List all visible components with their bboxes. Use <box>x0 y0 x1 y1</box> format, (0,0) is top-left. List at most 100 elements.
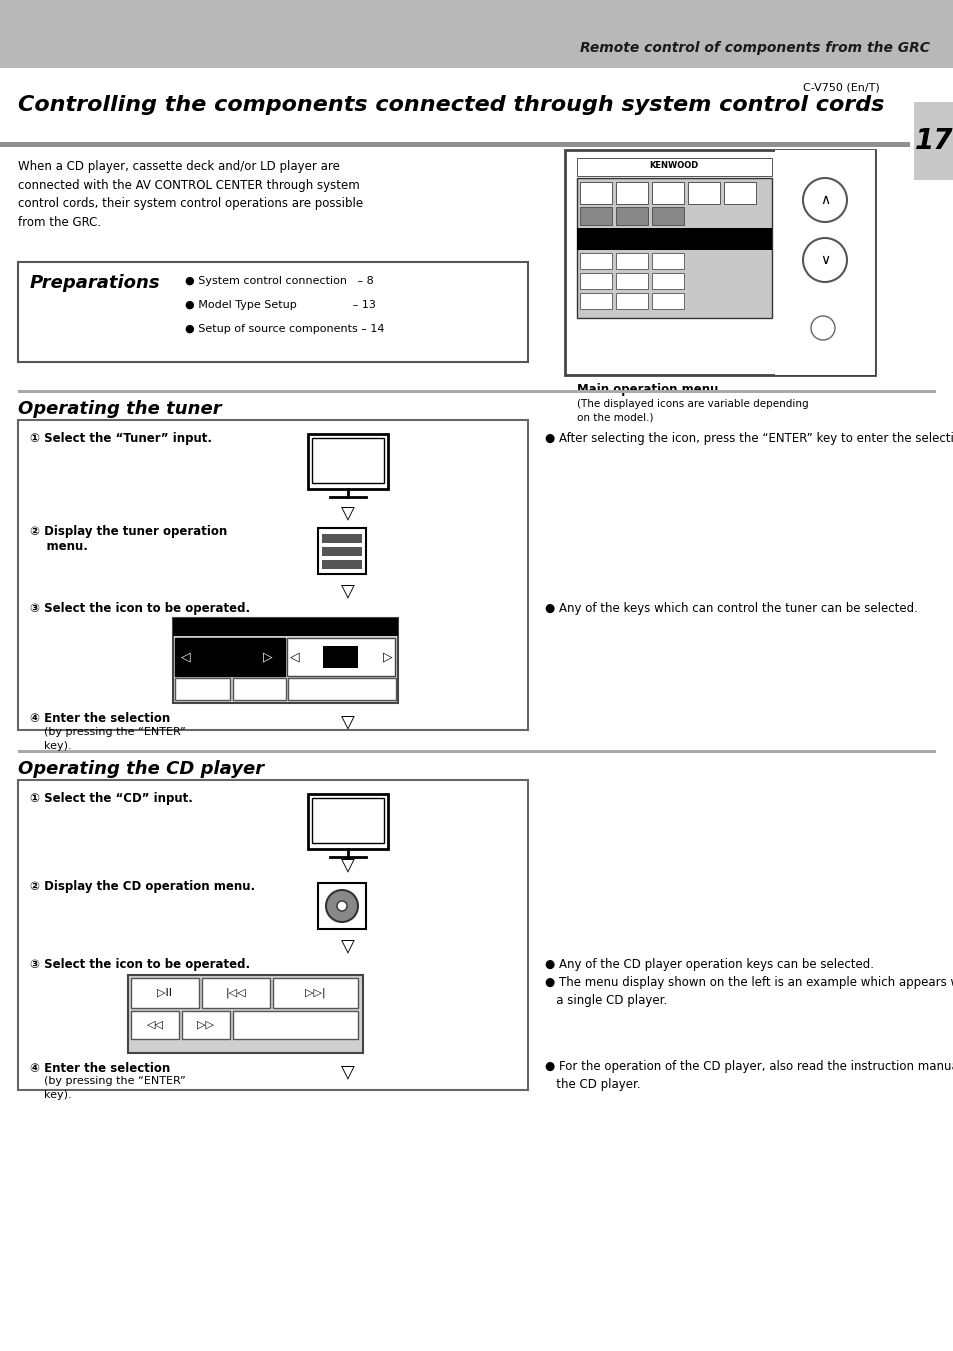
Text: ③ Select the icon to be operated.: ③ Select the icon to be operated. <box>30 958 250 971</box>
Bar <box>579 293 612 309</box>
Text: ● Setup of source components – 14: ● Setup of source components – 14 <box>185 324 384 334</box>
Text: ④ Enter the selection: ④ Enter the selection <box>30 1062 170 1075</box>
Text: menu.: menu. <box>30 540 88 553</box>
Bar <box>579 253 612 269</box>
Bar <box>174 678 230 700</box>
Bar <box>18 750 935 753</box>
Circle shape <box>810 316 834 340</box>
Text: Controlling the components connected through system control cords: Controlling the components connected thr… <box>18 95 883 115</box>
Text: ◁: ◁ <box>290 650 299 663</box>
Text: key).: key). <box>30 1090 71 1100</box>
Text: ④ Enter the selection: ④ Enter the selection <box>30 712 170 725</box>
Bar <box>579 207 612 226</box>
Bar <box>616 207 647 226</box>
Text: ▷▷|: ▷▷| <box>304 988 325 998</box>
Text: ● Model Type Setup                – 13: ● Model Type Setup – 13 <box>185 300 375 309</box>
Text: Remote control of components from the GRC: Remote control of components from the GR… <box>579 41 929 55</box>
Bar <box>182 1011 230 1039</box>
Bar <box>616 293 647 309</box>
Text: ◁◁: ◁◁ <box>147 1020 163 1029</box>
Bar <box>18 780 527 1090</box>
Bar <box>317 884 366 929</box>
Text: Operating the CD player: Operating the CD player <box>18 761 264 778</box>
Bar <box>288 678 395 700</box>
Bar <box>579 182 612 204</box>
Text: ◁: ◁ <box>181 650 191 663</box>
Bar <box>322 534 361 543</box>
Bar <box>651 273 683 289</box>
Bar <box>616 273 647 289</box>
Text: (The displayed icons are variable depending
on the model.): (The displayed icons are variable depend… <box>577 399 808 423</box>
Circle shape <box>326 890 357 921</box>
Bar <box>579 273 612 289</box>
Bar <box>616 253 647 269</box>
Bar <box>312 798 384 843</box>
Bar <box>323 646 357 667</box>
Circle shape <box>802 178 846 222</box>
Text: |◁◁: |◁◁ <box>226 988 246 998</box>
Bar <box>577 228 771 250</box>
Text: KENWOOD: KENWOOD <box>649 161 698 170</box>
Text: (by pressing the “ENTER”: (by pressing the “ENTER” <box>30 727 186 738</box>
Text: C-V750 (En/T): C-V750 (En/T) <box>802 82 879 92</box>
Text: ▷: ▷ <box>263 650 273 663</box>
Text: ▽: ▽ <box>341 713 355 731</box>
Text: ▷II: ▷II <box>157 988 172 998</box>
Text: ● Any of the keys which can control the tuner can be selected.: ● Any of the keys which can control the … <box>544 603 917 615</box>
Text: Main operation menu: Main operation menu <box>577 382 718 396</box>
Text: ▷▷: ▷▷ <box>197 1020 214 1029</box>
Bar <box>317 528 366 574</box>
Bar <box>18 390 935 393</box>
Text: ▽: ▽ <box>341 582 355 600</box>
Text: ▽: ▽ <box>341 938 355 955</box>
Text: ● The menu display shown on the left is an example which appears with
   a singl: ● The menu display shown on the left is … <box>544 975 953 1006</box>
Text: ▽: ▽ <box>341 857 355 874</box>
Text: ① Select the “Tuner” input.: ① Select the “Tuner” input. <box>30 432 212 444</box>
Bar <box>174 638 285 676</box>
Text: ② Display the tuner operation: ② Display the tuner operation <box>30 526 227 538</box>
Text: (by pressing the “ENTER”: (by pressing the “ENTER” <box>30 1075 186 1086</box>
Text: ③ Select the icon to be operated.: ③ Select the icon to be operated. <box>30 603 250 615</box>
Bar <box>913 101 953 180</box>
Bar <box>322 547 361 557</box>
Bar <box>18 262 527 362</box>
Bar <box>233 678 286 700</box>
Bar <box>202 978 270 1008</box>
Bar <box>172 617 397 636</box>
Bar <box>577 178 771 317</box>
Bar <box>774 150 874 376</box>
Bar <box>312 438 384 484</box>
Bar <box>233 1011 357 1039</box>
Bar <box>651 207 683 226</box>
Text: ● System control connection   – 8: ● System control connection – 8 <box>185 276 374 286</box>
Text: ● Any of the CD player operation keys can be selected.: ● Any of the CD player operation keys ca… <box>544 958 873 971</box>
Text: Operating the tuner: Operating the tuner <box>18 400 221 417</box>
Bar <box>128 975 363 1052</box>
Text: ① Select the “CD” input.: ① Select the “CD” input. <box>30 792 193 805</box>
Bar <box>131 1011 179 1039</box>
Bar <box>273 978 357 1008</box>
Text: ▷: ▷ <box>383 650 393 663</box>
Bar <box>651 293 683 309</box>
Bar <box>651 253 683 269</box>
Bar <box>131 978 199 1008</box>
Circle shape <box>802 238 846 282</box>
Text: key).: key). <box>30 740 71 751</box>
Bar <box>723 182 755 204</box>
Bar <box>287 638 395 676</box>
Text: ∧: ∧ <box>819 193 829 207</box>
Bar <box>0 142 909 147</box>
Text: ▽: ▽ <box>341 504 355 521</box>
Text: When a CD player, cassette deck and/or LD player are
connected with the AV CONTR: When a CD player, cassette deck and/or L… <box>18 159 363 228</box>
Bar <box>651 182 683 204</box>
Bar <box>0 0 953 68</box>
Bar <box>18 420 527 730</box>
Text: 17: 17 <box>914 127 952 155</box>
Bar <box>564 150 874 376</box>
Bar <box>616 182 647 204</box>
Bar <box>172 617 397 703</box>
Text: Preparations: Preparations <box>30 274 160 292</box>
Text: ● After selecting the icon, press the “ENTER” key to enter the selection.: ● After selecting the icon, press the “E… <box>544 432 953 444</box>
Circle shape <box>336 901 347 911</box>
Text: ∨: ∨ <box>819 253 829 267</box>
